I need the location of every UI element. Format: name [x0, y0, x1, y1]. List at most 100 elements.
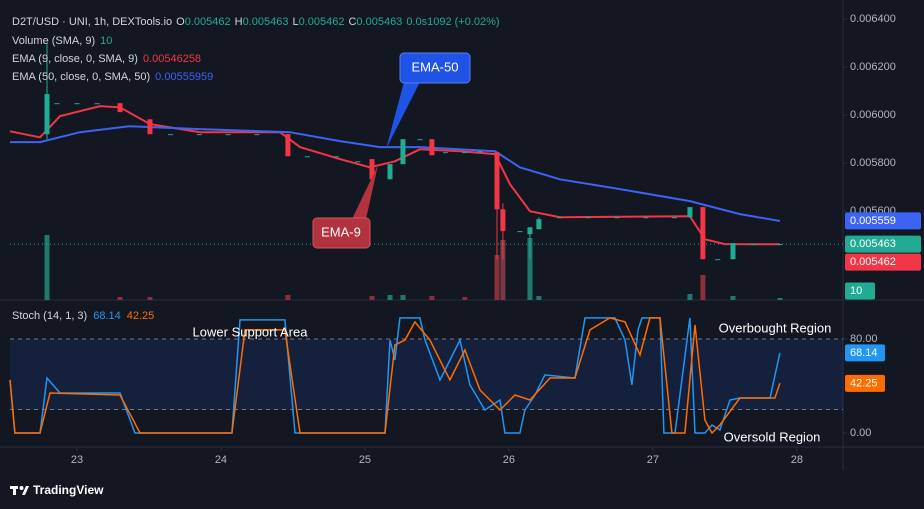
candle-body: [304, 156, 310, 158]
volume-bar: [687, 294, 693, 300]
annotation: Oversold Region: [724, 429, 821, 444]
x-tick-label: 25: [359, 454, 371, 466]
band-fill: [10, 338, 843, 410]
callout-pointer: [386, 82, 420, 149]
candle-body: [500, 209, 506, 232]
callout-box: [399, 52, 471, 84]
ema9-legend: EMA (9, close, 0, SMA, 9) 0.00546258: [12, 53, 201, 65]
legend-value: 0.00555959: [155, 71, 213, 83]
price-label-box: [845, 212, 921, 230]
candle-body: [387, 164, 393, 180]
price-legend: D2T/USD · UNI, 1h, DEXTools.io O0.005462 H…: [12, 16, 500, 28]
candle-body: [730, 243, 736, 260]
candle-body: [369, 159, 375, 180]
callout-pointer: [352, 165, 378, 219]
legend-value: 42.25: [127, 310, 155, 322]
candle-body: [333, 156, 339, 158]
volume-bar: [400, 295, 406, 300]
price-label-box: [845, 235, 921, 253]
volume-legend: Volume (SMA, 9) 10: [12, 35, 112, 47]
volume-bar: [44, 235, 50, 300]
y-tick-label: 80.00: [850, 333, 878, 345]
candle-body: [225, 134, 231, 136]
candle-body: [715, 259, 721, 261]
ohlc-value: 0.005463: [243, 16, 289, 28]
volume-bar: [387, 295, 393, 300]
callout-box: [312, 217, 371, 249]
price-label-box: [845, 344, 885, 362]
annotation: EMA-50: [412, 59, 459, 74]
candle-body: [44, 94, 50, 135]
price-label: 0.005463: [850, 238, 896, 250]
candle-body: [429, 139, 435, 156]
candle-body: [74, 103, 80, 105]
volume-bar: [494, 255, 500, 300]
candle-body: [54, 103, 60, 105]
candle-body: [355, 161, 361, 163]
legend-name: EMA (50, close, 0, SMA, 50): [12, 71, 150, 83]
symbol: D2T/USD · UNI, 1h, DEXTools.io: [12, 16, 172, 28]
candle-body: [536, 219, 542, 230]
candle-body: [614, 217, 620, 219]
legend-value: 10: [100, 35, 112, 47]
volume-bar: [369, 296, 375, 300]
candle-body: [556, 217, 562, 219]
candle-body: [517, 231, 523, 233]
price-label: 0.005462: [850, 256, 896, 268]
legend-value: 0.00546258: [143, 53, 201, 65]
stoch-line: [9, 317, 781, 434]
candle-body: [94, 103, 100, 105]
ohlc-value: 0.005462: [185, 16, 231, 28]
candle-body: [443, 152, 449, 154]
ema50-legend: EMA (50, close, 0, SMA, 50) 0.00555959: [12, 71, 213, 83]
annotation: Lower Support Area: [193, 324, 309, 339]
stoch-line: [9, 317, 781, 435]
ohlc-label: C: [348, 16, 356, 28]
volume-bar: [700, 275, 706, 300]
legend-value: 68.14: [93, 310, 121, 322]
price-label: 68.14: [850, 347, 878, 359]
annotation: EMA-9: [321, 224, 361, 239]
volume-bar: [147, 297, 153, 300]
x-tick-label: 28: [791, 454, 803, 466]
candle-body: [494, 152, 500, 210]
ohlc-label: L: [292, 16, 298, 28]
candle-body: [168, 134, 174, 136]
change: 0.0s1092 (+0.02%): [406, 16, 499, 28]
y-tick-label: 0.005800: [850, 157, 896, 169]
volume-bar: [462, 297, 468, 300]
stoch-legend: Stoch (14, 1, 3) 68.14 42.25: [12, 310, 154, 322]
price-label-box: [845, 374, 885, 392]
candle-body: [527, 227, 533, 235]
candle-body: [196, 134, 202, 136]
candle-body: [700, 207, 706, 260]
price-label: 42.25: [850, 377, 878, 389]
volume-bar: [527, 238, 533, 300]
logo-part: [22, 486, 29, 495]
candle-body: [462, 152, 468, 154]
legend-name: Volume (SMA, 9): [12, 35, 95, 47]
x-tick-label: 27: [647, 454, 659, 466]
volume-bar: [117, 297, 123, 300]
candle-body: [477, 151, 483, 153]
y-tick-label: 0.006400: [850, 13, 896, 25]
ohlc-value: 0.005463: [356, 16, 402, 28]
candle-body: [285, 134, 291, 157]
logo-part: [19, 486, 24, 490]
volume-bar: [285, 295, 291, 300]
candle-body: [254, 134, 260, 136]
ema-line: [9, 105, 780, 246]
candle-body: [400, 139, 406, 165]
legend-name: EMA (9, close, 0, SMA, 9): [12, 53, 138, 65]
ohlc-label: H: [235, 16, 243, 28]
volume-bar: [730, 296, 736, 300]
ohlc-label: O: [176, 16, 185, 28]
price-label: 0.005559: [850, 215, 896, 227]
candle-body: [117, 103, 123, 113]
candle-body: [751, 244, 757, 246]
plot-layer: 0.0064000.0062000.0060000.0058000.005600…: [9, 13, 921, 466]
x-tick-label: 24: [215, 454, 227, 466]
y-tick-label: 0.006000: [850, 109, 896, 121]
x-tick-label: 26: [503, 454, 515, 466]
